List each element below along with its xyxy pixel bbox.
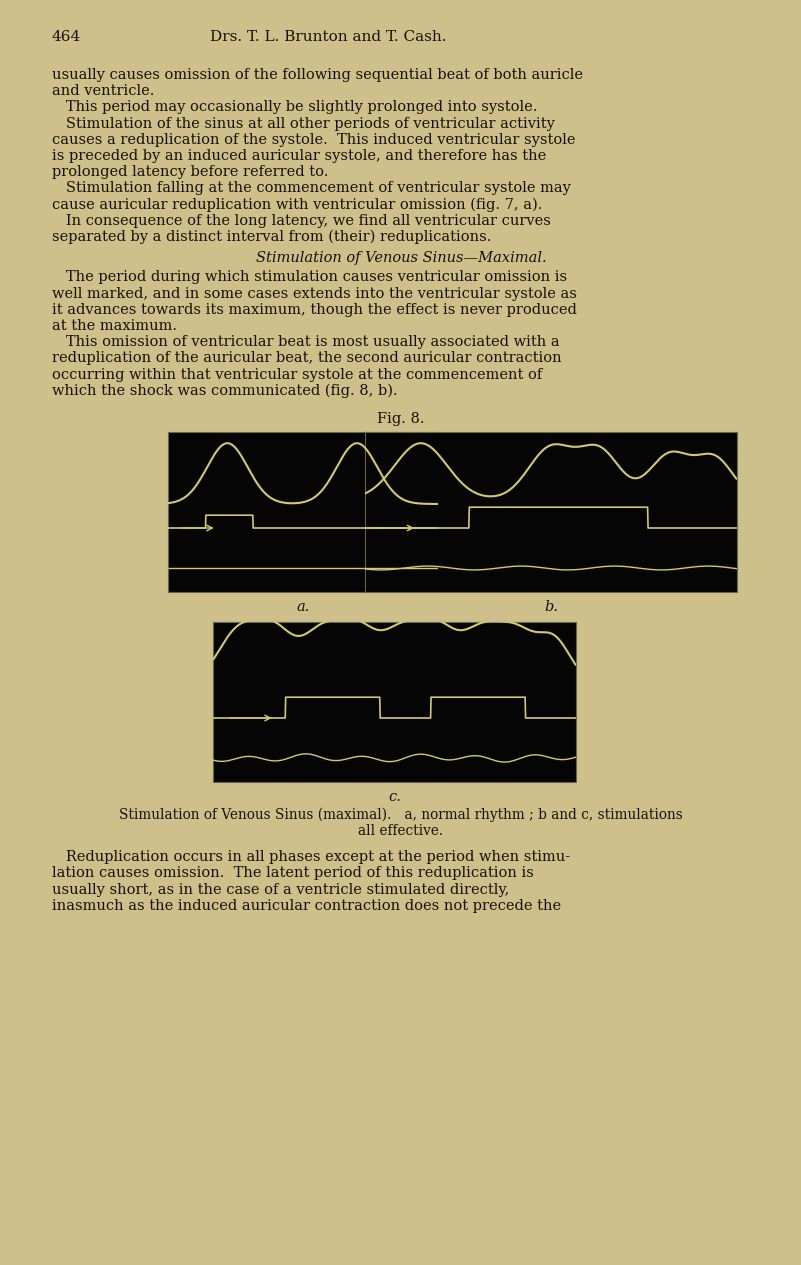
Text: The period during which stimulation causes ventricular omission is: The period during which stimulation caus… [52,271,567,285]
Text: occurring within that ventricular systole at the commencement of: occurring within that ventricular systol… [52,368,542,382]
Text: it advances towards its maximum, though the effect is never produced: it advances towards its maximum, though … [52,302,577,316]
Text: usually short, as in the case of a ventricle stimulated directly,: usually short, as in the case of a ventr… [52,883,509,897]
Text: separated by a distinct interval from (their) reduplications.: separated by a distinct interval from (t… [52,230,491,244]
Text: In consequence of the long latency, we find all ventricular curves: In consequence of the long latency, we f… [52,214,551,228]
Text: usually causes omission of the following sequential beat of both auricle: usually causes omission of the following… [52,68,583,82]
Text: c.: c. [388,791,401,805]
Text: is preceded by an induced auricular systole, and therefore has the: is preceded by an induced auricular syst… [52,149,546,163]
Text: reduplication of the auricular beat, the second auricular contraction: reduplication of the auricular beat, the… [52,352,562,366]
Bar [168,433,438,592]
Text: a.: a. [296,600,310,614]
Text: prolonged latency before referred to.: prolonged latency before referred to. [52,166,328,180]
Text: This period may occasionally be slightly prolonged into systole.: This period may occasionally be slightly… [52,100,537,114]
Text: cause auricular reduplication with ventricular omission (fig. 7, a).: cause auricular reduplication with ventr… [52,197,542,213]
Text: Stimulation falling at the commencement of ventricular systole may: Stimulation falling at the commencement … [52,181,571,195]
Bar [365,433,737,592]
Text: inasmuch as the induced auricular contraction does not precede the: inasmuch as the induced auricular contra… [52,899,562,913]
Text: Fig. 8.: Fig. 8. [377,412,425,426]
Text: causes a reduplication of the systole.  This induced ventricular systole: causes a reduplication of the systole. T… [52,133,575,147]
Text: Drs. T. L. Brunton and T. Cash.: Drs. T. L. Brunton and T. Cash. [210,30,446,44]
Text: and ventricle.: and ventricle. [52,85,155,99]
Text: Stimulation of Venous Sinus (maximal).   a, normal rhythm ; b and c, stimulation: Stimulation of Venous Sinus (maximal). a… [119,808,683,822]
Text: which the shock was communicated (fig. 8, b).: which the shock was communicated (fig. 8… [52,383,397,398]
Text: at the maximum.: at the maximum. [52,319,177,333]
Text: all effective.: all effective. [358,825,444,839]
Text: 464: 464 [52,30,81,44]
Text: lation causes omission.  The latent period of this reduplication is: lation causes omission. The latent perio… [52,867,534,880]
Text: b.: b. [544,600,558,614]
Text: Stimulation of the sinus at all other periods of ventricular activity: Stimulation of the sinus at all other pe… [52,116,555,130]
Text: Stimulation of Venous Sinus—Maximal.: Stimulation of Venous Sinus—Maximal. [256,252,546,266]
Bar [213,622,576,782]
Text: This omission of ventricular beat is most usually associated with a: This omission of ventricular beat is mos… [52,335,560,349]
Text: Reduplication occurs in all phases except at the period when stimu-: Reduplication occurs in all phases excep… [52,850,570,864]
Text: well marked, and in some cases extends into the ventricular systole as: well marked, and in some cases extends i… [52,287,577,301]
